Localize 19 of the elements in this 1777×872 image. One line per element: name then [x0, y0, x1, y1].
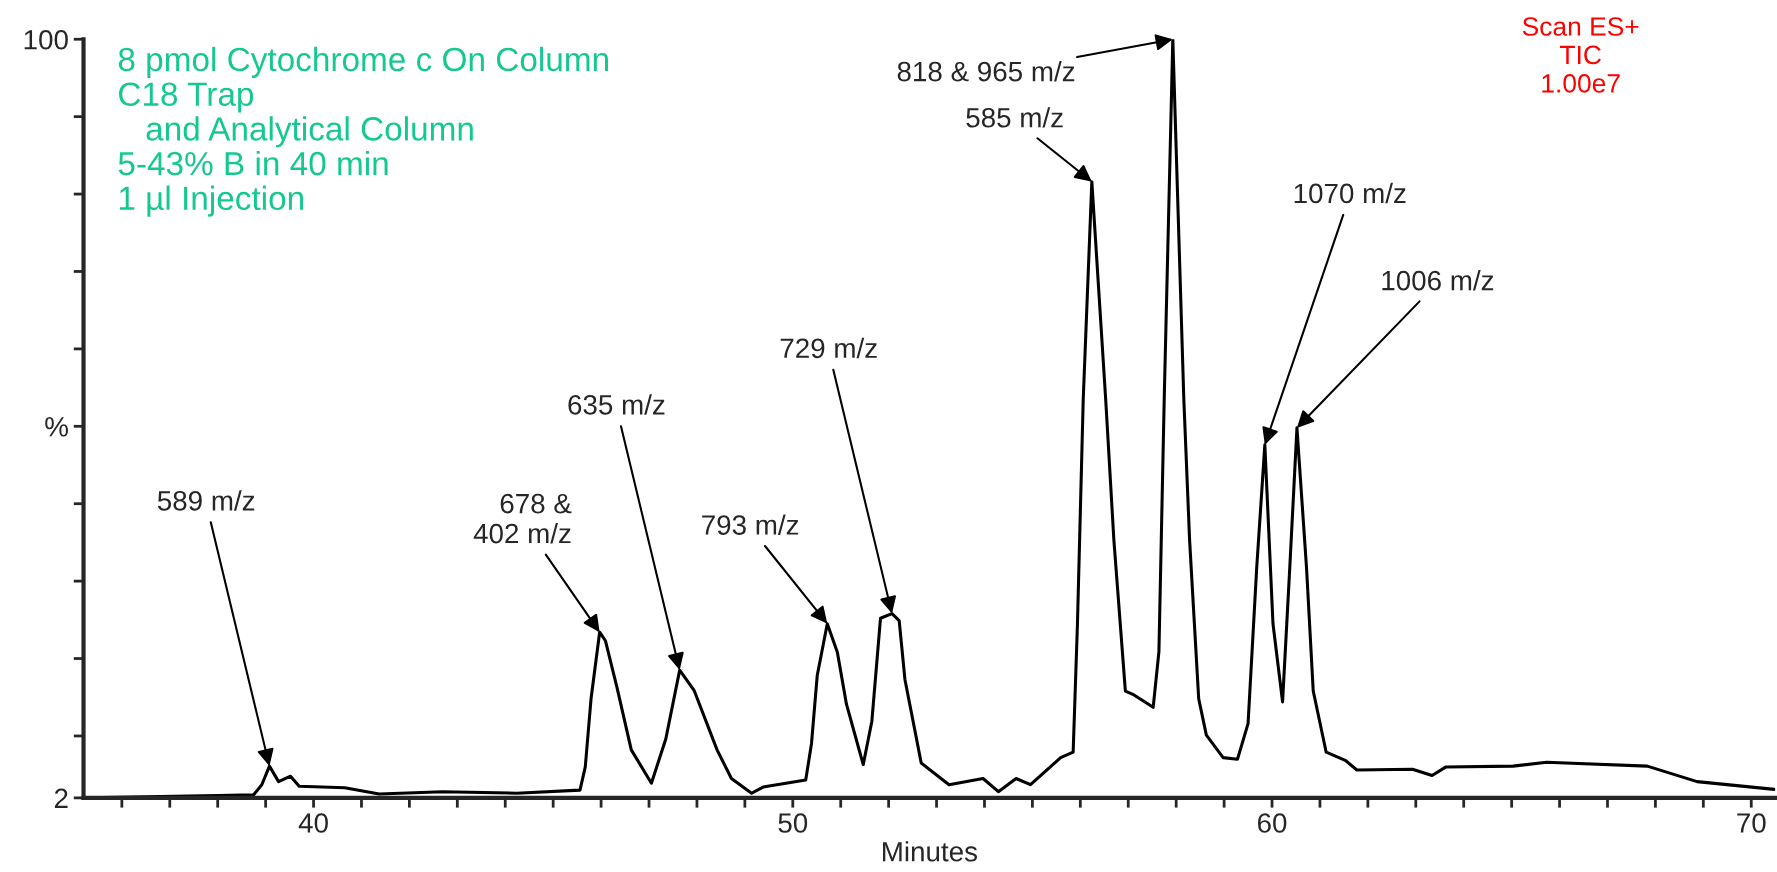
- y-tick-label: 2: [54, 788, 68, 808]
- y-tick-label: 100: [24, 29, 68, 50]
- annotation: 818 & 965 m/z: [897, 61, 1075, 82]
- annotation: 635 m/z: [568, 394, 665, 415]
- annotation: 793 m/z: [702, 514, 799, 535]
- annotation: 678 & 402 m/z: [473, 493, 572, 544]
- annotation: 1070 m/z: [1294, 182, 1406, 204]
- x-tick-label: 70: [1737, 813, 1766, 833]
- annotation: 589 m/z: [157, 490, 255, 511]
- annotation: 729 m/z: [780, 337, 877, 359]
- x-axis-title: Minutes: [883, 841, 977, 862]
- x-tick-label: 50: [778, 813, 808, 833]
- x-tick-label: 40: [298, 813, 328, 833]
- annotation: 1006 m/z: [1382, 270, 1494, 291]
- y-tick-label: %: [45, 417, 68, 437]
- annotation: 585 m/z: [966, 107, 1063, 128]
- x-tick-label: 60: [1257, 813, 1287, 833]
- annotation: 8 pmol Cytochrome c On Column C18 Trap and Analytical Column 5-43% B in 40 min 1 µl Injection: [118, 46, 608, 217]
- annotation: Scan ES+ TIC 1.00e7: [1522, 17, 1639, 93]
